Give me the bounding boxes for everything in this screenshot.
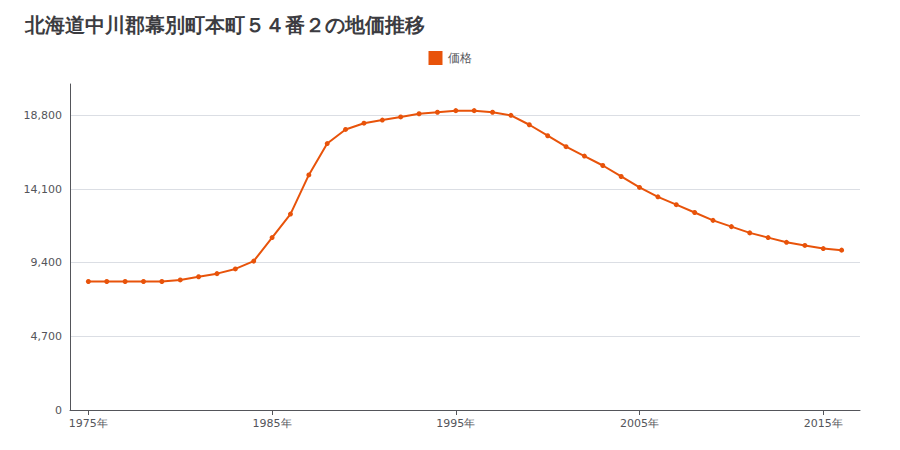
svg-text:1995年: 1995年 — [436, 417, 475, 430]
svg-text:北海道中川郡幕別町本町５４番２の地価推移: 北海道中川郡幕別町本町５４番２の地価推移 — [24, 13, 425, 37]
svg-text:2015年: 2015年 — [804, 417, 843, 430]
svg-text:0: 0 — [55, 404, 62, 417]
svg-text:2005年: 2005年 — [620, 417, 659, 430]
svg-text:4,700: 4,700 — [31, 330, 63, 343]
svg-text:18,800: 18,800 — [24, 109, 63, 122]
svg-text:9,400: 9,400 — [31, 256, 63, 269]
svg-text:1985年: 1985年 — [253, 417, 292, 430]
svg-text:1975年: 1975年 — [69, 417, 108, 430]
svg-text:価格: 価格 — [448, 51, 472, 65]
svg-text:14,100: 14,100 — [24, 183, 63, 196]
